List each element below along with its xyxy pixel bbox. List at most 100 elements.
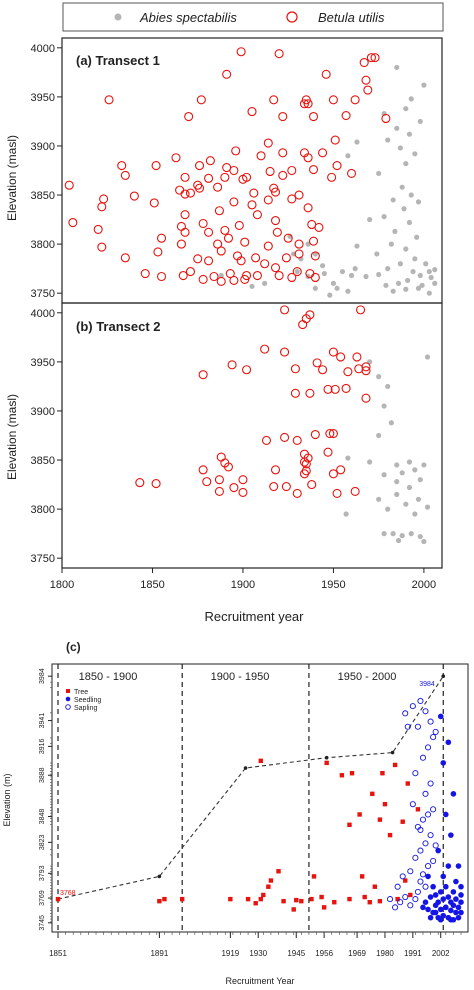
betula-point [272,227,282,237]
tree-point [276,869,281,874]
abies-point [406,131,413,137]
legend: Abies spectabilis Betula utilis [62,2,444,32]
betula-point [280,347,290,357]
betula-point [330,135,340,145]
betula-point [236,256,246,266]
y-tick-label: 3848 [39,809,46,825]
betula-point [129,191,139,201]
abies-point [415,496,422,502]
abies-point [414,234,420,240]
tree-point [332,900,337,905]
abies-point [406,484,413,491]
betula-point [202,477,212,487]
betula-point [120,170,130,180]
sapling-point [427,780,434,787]
betula-point [225,269,235,279]
betula-point [343,367,353,377]
seedling-point [450,791,457,797]
abies-point [403,161,409,167]
betula-point [120,253,130,263]
abies-point [321,270,327,277]
panel-b-ylabel: Elevation (masl) [5,394,19,480]
betula-point [216,246,226,256]
seedling-point [427,894,434,900]
abies-point [376,170,382,177]
sapling-point [409,801,416,808]
tree-point [258,896,263,902]
seedling-point [448,916,454,923]
betula-point [312,358,322,368]
tree-point [253,901,258,906]
y-tick-label: 3916 [39,738,46,754]
betula-point [287,165,297,176]
betula-point [308,111,319,122]
tree-point [162,896,167,902]
betula-point [261,435,272,445]
betula-point [242,365,252,375]
seedling-point [440,873,447,880]
abies-point [367,216,373,223]
tree-point [299,898,304,904]
betula-point [178,270,188,281]
y-tick-label: 3900 [31,141,55,153]
abies-point [412,511,418,517]
abies-point [426,268,432,275]
betula-point [180,227,190,237]
betula-point [204,173,214,183]
legend-sapling-label: Sapling [74,705,97,712]
tree-point [319,894,324,900]
seedling-point [425,906,431,913]
panel-a-frame [61,37,443,304]
tree-point [400,819,405,824]
abies-point [319,263,326,269]
seedling-point [448,907,454,914]
abies-point [385,383,391,390]
betula-point [263,195,273,205]
start-annotation: 3768 [60,890,76,897]
seedling-point [437,889,444,895]
sapling-point [422,790,429,797]
abies-point [419,282,425,288]
treeline-vertex [441,674,446,678]
y-tick-label: 3850 [31,455,55,467]
tree-point [392,762,398,768]
period-label-3: 1950 - 2000 [338,671,397,683]
abies-point [385,266,391,272]
betula-point [99,194,109,204]
abies-point [394,64,400,71]
panel-b-xlabel: Recruitment year [205,609,305,624]
abies-point [394,462,400,468]
seedling-point [445,739,452,746]
abies-point [421,82,427,88]
betula-point [361,75,371,85]
sapling-point [402,710,409,717]
tree-point [321,905,327,910]
betula-point [350,95,360,105]
legend-frame [62,2,444,32]
abies-point [352,266,358,272]
tree-point [55,896,61,902]
sapling-point [425,863,432,870]
betula-point [270,263,281,273]
betula-point [336,465,346,475]
tree-point [362,894,367,900]
legend-tree-marker [66,689,70,693]
y-tick-label: 3941 [39,713,46,729]
betula-point [307,480,317,490]
abies-point [394,491,400,497]
betula-point [310,251,320,261]
sapling-point [414,723,421,730]
abies-point [374,251,380,257]
betula-point [209,271,219,282]
betula-point [361,366,371,376]
betula-point [332,488,342,498]
betula-point [299,99,310,109]
abies-point [412,151,418,157]
seedling-point [442,883,449,890]
sapling-point [430,806,437,813]
y-tick-label: 3900 [31,406,55,418]
betula-point [356,305,366,315]
abies-point [410,268,416,275]
period-dividers [57,664,444,932]
panel-c-title: (c) [66,640,81,654]
